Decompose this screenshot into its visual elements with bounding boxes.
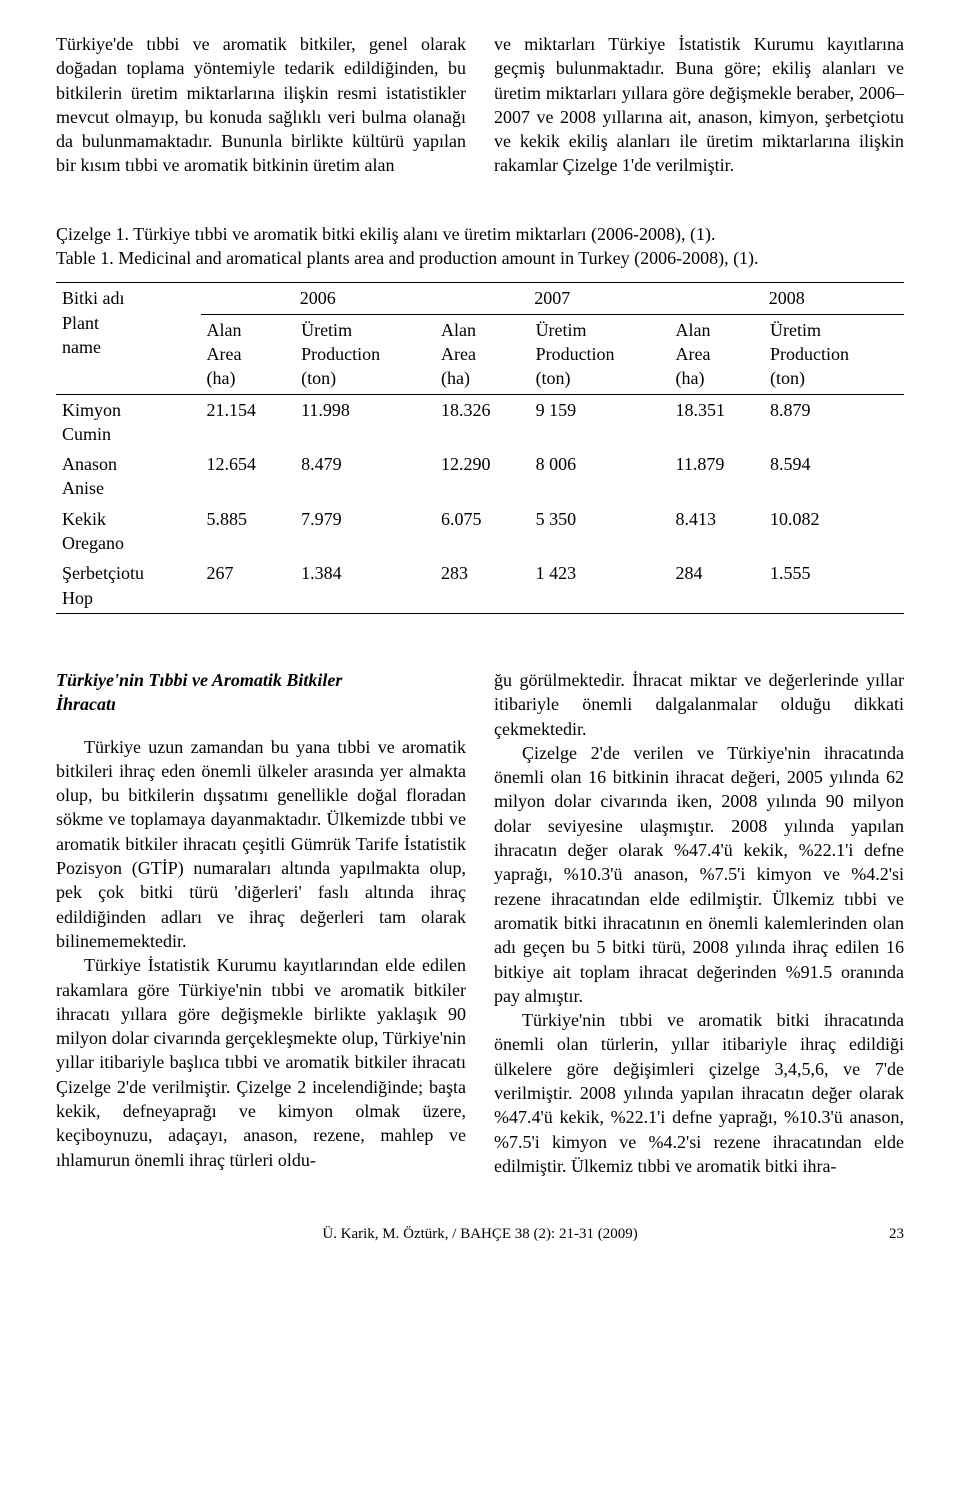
row-header-l1: Bitki adı [62,288,125,308]
export-col-left: Türkiye'nin Tıbbi ve Aromatik Bitkiler İ… [56,668,466,1178]
table-row: Şerbetçiotu Hop 267 1.384 283 1 423 284 … [56,558,904,613]
intro-col-left: Türkiye'de tıbbi ve aromatik bitkiler, g… [56,32,466,178]
col-prod-2006: Üretim Production (ton) [295,314,435,394]
production-table: Bitki adı Plant name 2006 2007 2008 Alan… [56,282,904,614]
cell: 284 [669,558,764,613]
cell: 1.555 [764,558,904,613]
intro-text-left: Türkiye'de tıbbi ve aromatik bitkiler, g… [56,32,466,178]
left-p1: Türkiye uzun zamandan bu yana tıbbi ve a… [56,735,466,954]
cell: 12.290 [435,449,530,504]
cell: 267 [201,558,296,613]
cell: 8 006 [530,449,670,504]
caption-tr: Çizelge 1. Türkiye tıbbi ve aromatik bit… [56,222,904,246]
row-header-l2: Plant [62,313,99,333]
table-caption: Çizelge 1. Türkiye tıbbi ve aromatik bit… [56,222,904,271]
cell: 11.998 [295,394,435,449]
caption-en: Table 1. Medicinal and aromatical plants… [56,246,904,270]
section-heading: Türkiye'nin Tıbbi ve Aromatik Bitkiler İ… [56,668,466,717]
cell: 21.154 [201,394,296,449]
col-area-2007: Alan Area (ha) [435,314,530,394]
header-years-row: Bitki adı Plant name 2006 2007 2008 [56,283,904,314]
right-p3: Türkiye'nin tıbbi ve aromatik bitki ihra… [494,1008,904,1178]
table-row: Kimyon Cumin 21.154 11.998 18.326 9 159 … [56,394,904,449]
page-number: 23 [889,1224,904,1244]
cell: 1.384 [295,558,435,613]
page-footer: Ü. Karik, M. Öztürk, / BAHÇE 38 (2): 21-… [56,1224,904,1244]
cell: 18.351 [669,394,764,449]
intro-text-right: ve miktarları Türkiye İstatistik Kurumu … [494,32,904,178]
cell: 9 159 [530,394,670,449]
cell: 6.075 [435,504,530,559]
cell: 10.082 [764,504,904,559]
right-p1: ğu görülmektedir. İhracat miktar ve değe… [494,668,904,741]
intro-columns: Türkiye'de tıbbi ve aromatik bitkiler, g… [56,32,904,178]
plant-name: Şerbetçiotu Hop [56,558,201,613]
export-col-right: ğu görülmektedir. İhracat miktar ve değe… [494,668,904,1178]
cell: 283 [435,558,530,613]
year-2007: 2007 [435,283,669,314]
row-header-l3: name [62,337,101,357]
cell: 8.479 [295,449,435,504]
col-prod-2008: Üretim Production (ton) [764,314,904,394]
col-prod-2007: Üretim Production (ton) [530,314,670,394]
year-2006: 2006 [201,283,435,314]
footer-citation: Ü. Karik, M. Öztürk, / BAHÇE 38 (2): 21-… [56,1224,904,1244]
table-row: Kekik Oregano 5.885 7.979 6.075 5 350 8.… [56,504,904,559]
cell: 11.879 [669,449,764,504]
cell: 1 423 [530,558,670,613]
cell: 8.879 [764,394,904,449]
plant-name: Kimyon Cumin [56,394,201,449]
cell: 12.654 [201,449,296,504]
row-header-cell: Bitki adı Plant name [56,283,201,394]
col-area-2006: Alan Area (ha) [201,314,296,394]
table-row: Anason Anise 12.654 8.479 12.290 8 006 1… [56,449,904,504]
col-area-2008: Alan Area (ha) [669,314,764,394]
plant-name: Anason Anise [56,449,201,504]
cell: 7.979 [295,504,435,559]
plant-name: Kekik Oregano [56,504,201,559]
intro-col-right: ve miktarları Türkiye İstatistik Kurumu … [494,32,904,178]
cell: 5.885 [201,504,296,559]
cell: 8.413 [669,504,764,559]
cell: 8.594 [764,449,904,504]
cell: 18.326 [435,394,530,449]
export-columns: Türkiye'nin Tıbbi ve Aromatik Bitkiler İ… [56,668,904,1178]
left-p2: Türkiye İstatistik Kurumu kayıtlarından … [56,953,466,1172]
cell: 5 350 [530,504,670,559]
right-p2: Çizelge 2'de verilen ve Türkiye'nin ihra… [494,741,904,1008]
year-2008: 2008 [669,283,904,314]
